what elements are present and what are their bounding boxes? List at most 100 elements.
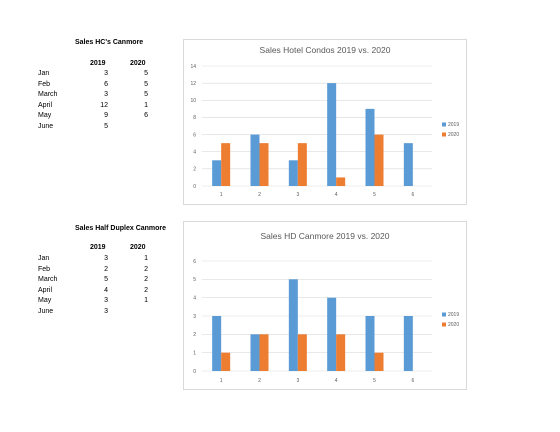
value-2019-cell: 3 bbox=[104, 255, 108, 262]
bar-2020-1 bbox=[221, 352, 231, 371]
y-tick-label: 6 bbox=[193, 132, 196, 138]
y-tick-label: 3 bbox=[193, 314, 196, 320]
table-row: Feb 6 5 bbox=[38, 80, 158, 91]
legend-swatch-2019 bbox=[442, 312, 446, 317]
bar-2020-3 bbox=[297, 334, 307, 371]
y-tick-label: 4 bbox=[193, 295, 196, 301]
x-tick-label: 3 bbox=[296, 378, 299, 384]
x-tick-label: 6 bbox=[411, 192, 414, 198]
y-tick-label: 14 bbox=[190, 64, 196, 70]
legend-swatch-2020 bbox=[442, 322, 446, 327]
bar-2019-2 bbox=[250, 334, 260, 371]
table-row: Jan 3 5 bbox=[38, 69, 158, 80]
y-tick-label: 12 bbox=[190, 81, 196, 87]
value-2020-cell: 1 bbox=[144, 297, 148, 304]
chart-title: Sales Hotel Condos 2019 vs. 2020 bbox=[260, 45, 391, 55]
value-2019-cell: 3 bbox=[104, 307, 108, 315]
column-header-2020: 2020 bbox=[130, 60, 146, 67]
y-tick-label: 1 bbox=[193, 350, 196, 356]
value-2020-cell: 2 bbox=[144, 265, 148, 273]
value-2019-cell: 5 bbox=[104, 122, 108, 130]
month-cell: April bbox=[38, 101, 53, 109]
x-tick-label: 3 bbox=[296, 192, 299, 198]
bar-2020-5 bbox=[374, 352, 384, 371]
month-cell: June bbox=[38, 122, 54, 130]
y-tick-label: 5 bbox=[193, 277, 196, 283]
bar-2019-6 bbox=[403, 316, 413, 371]
table-row: May 3 1 bbox=[38, 296, 158, 307]
value-2019-cell: 4 bbox=[104, 286, 108, 294]
month-cell: Jan bbox=[38, 70, 50, 77]
value-2020-cell: 5 bbox=[144, 91, 148, 98]
y-tick-label: 0 bbox=[193, 184, 196, 190]
table-title: Sales HC's Canmore bbox=[75, 39, 144, 46]
table-row: Feb 2 2 bbox=[38, 265, 158, 276]
value-2019-cell: 9 bbox=[104, 112, 108, 119]
legend-swatch-2020 bbox=[442, 132, 446, 137]
column-header-2019: 2019 bbox=[90, 60, 106, 67]
chart-hotel-condos: Sales Hotel Condos 2019 vs. 2020 0 2 4 6 8 10 1… bbox=[183, 39, 467, 205]
month-cell: May bbox=[38, 112, 52, 119]
legend-label-2020: 2020 bbox=[448, 322, 459, 328]
month-cell: June bbox=[38, 307, 54, 315]
month-cell: April bbox=[38, 286, 53, 294]
value-2020-cell: 2 bbox=[144, 276, 148, 283]
bar-2019-5 bbox=[365, 316, 375, 371]
value-2019-cell: 5 bbox=[104, 276, 108, 283]
table-row: June 5 bbox=[38, 122, 158, 133]
value-2020-cell: 1 bbox=[144, 101, 148, 109]
value-2020-cell: 6 bbox=[144, 112, 148, 119]
y-tick-label: 8 bbox=[193, 115, 196, 121]
bar-2019-3 bbox=[288, 279, 298, 371]
value-2019-cell: 12 bbox=[100, 101, 108, 109]
legend-swatch-2019 bbox=[442, 122, 446, 127]
bar-2019-4 bbox=[327, 297, 337, 371]
value-2019-cell: 3 bbox=[104, 91, 108, 98]
bar-2019-6 bbox=[403, 143, 413, 186]
bar-2019-4 bbox=[327, 83, 337, 186]
table-row: March 3 5 bbox=[38, 90, 158, 101]
bar-2020-5 bbox=[374, 134, 384, 186]
chart-hd-canmore: Sales HD Canmore 2019 vs. 2020 0 1 2 3 4 5 6 1 2 3… bbox=[183, 221, 467, 390]
bar-2020-4 bbox=[336, 334, 346, 371]
bar-2020-3 bbox=[297, 143, 307, 186]
table-row: April 12 1 bbox=[38, 101, 158, 112]
bar-2019-1 bbox=[212, 316, 222, 371]
value-2020-cell: 5 bbox=[144, 70, 148, 77]
x-tick-label: 6 bbox=[411, 378, 414, 384]
legend-label-2020: 2020 bbox=[448, 132, 459, 138]
month-cell: March bbox=[38, 276, 58, 283]
x-tick-label: 1 bbox=[220, 378, 223, 384]
bar-2020-1 bbox=[221, 143, 231, 186]
y-tick-label: 2 bbox=[193, 332, 196, 338]
value-2019-cell: 6 bbox=[104, 80, 108, 88]
x-tick-label: 2 bbox=[258, 192, 261, 198]
bar-2019-5 bbox=[365, 108, 375, 186]
column-header-2019: 2019 bbox=[90, 244, 106, 251]
x-tick-label: 1 bbox=[220, 192, 223, 198]
value-2020-cell: 1 bbox=[144, 255, 148, 262]
value-2019-cell: 3 bbox=[104, 70, 108, 77]
bar-2019-2 bbox=[250, 134, 260, 186]
value-2019-cell: 3 bbox=[104, 297, 108, 304]
sales-table-half-duplex: Sales Half Duplex Canmore 2019 2020 Jan 3… bbox=[38, 224, 168, 324]
table-row: April 4 2 bbox=[38, 286, 158, 297]
month-cell: May bbox=[38, 297, 52, 304]
bar-2020-2 bbox=[259, 143, 269, 186]
month-cell: Feb bbox=[38, 80, 51, 88]
sales-table-hotel-condos: Sales HC's Canmore 2019 2020 Jan 3 5 Feb 6 5… bbox=[38, 38, 168, 138]
y-tick-label: 4 bbox=[193, 150, 196, 156]
month-cell: March bbox=[38, 91, 58, 98]
table-row: Jan 3 1 bbox=[38, 254, 158, 265]
x-tick-label: 5 bbox=[373, 192, 376, 198]
value-2020-cell: 5 bbox=[144, 80, 148, 88]
y-tick-label: 2 bbox=[193, 167, 196, 173]
x-tick-label: 4 bbox=[335, 378, 338, 384]
month-cell: Feb bbox=[38, 265, 51, 273]
x-tick-label: 5 bbox=[373, 378, 376, 384]
table-title: Sales Half Duplex Canmore bbox=[75, 225, 167, 232]
y-tick-label: 0 bbox=[193, 369, 196, 375]
legend-label-2019: 2019 bbox=[448, 312, 459, 318]
x-tick-label: 2 bbox=[258, 378, 261, 384]
y-tick-label: 10 bbox=[190, 98, 196, 104]
